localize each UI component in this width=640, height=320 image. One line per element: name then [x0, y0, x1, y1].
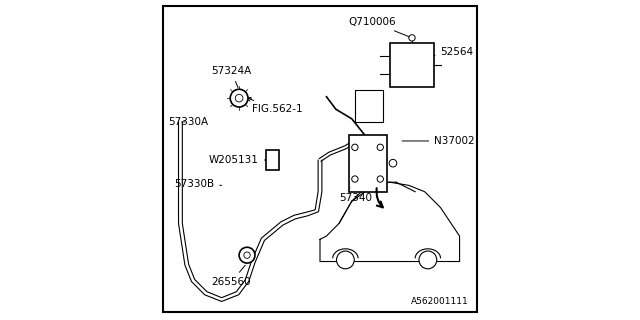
- Text: 57330A: 57330A: [168, 117, 208, 127]
- Text: 57340: 57340: [339, 188, 372, 203]
- Circle shape: [236, 94, 243, 102]
- Circle shape: [377, 176, 383, 182]
- Text: N37002: N37002: [402, 136, 475, 146]
- FancyBboxPatch shape: [355, 90, 383, 122]
- FancyBboxPatch shape: [266, 150, 279, 170]
- Text: W205131: W205131: [209, 155, 266, 165]
- Text: 57330B: 57330B: [174, 179, 221, 189]
- Circle shape: [389, 159, 397, 167]
- Circle shape: [244, 252, 250, 258]
- Circle shape: [230, 89, 248, 107]
- Circle shape: [352, 144, 358, 150]
- Circle shape: [239, 247, 255, 263]
- Text: 265560: 265560: [211, 265, 251, 287]
- Text: Q710006: Q710006: [349, 17, 410, 37]
- Circle shape: [409, 35, 415, 41]
- Text: 57324A: 57324A: [211, 66, 252, 88]
- Circle shape: [337, 251, 355, 269]
- Circle shape: [352, 176, 358, 182]
- Circle shape: [377, 144, 383, 150]
- Text: FIG.562-1: FIG.562-1: [247, 98, 303, 114]
- FancyBboxPatch shape: [349, 135, 387, 192]
- Text: A562001111: A562001111: [412, 297, 469, 306]
- Circle shape: [419, 251, 436, 269]
- Text: 52564: 52564: [434, 47, 474, 57]
- FancyBboxPatch shape: [390, 43, 434, 87]
